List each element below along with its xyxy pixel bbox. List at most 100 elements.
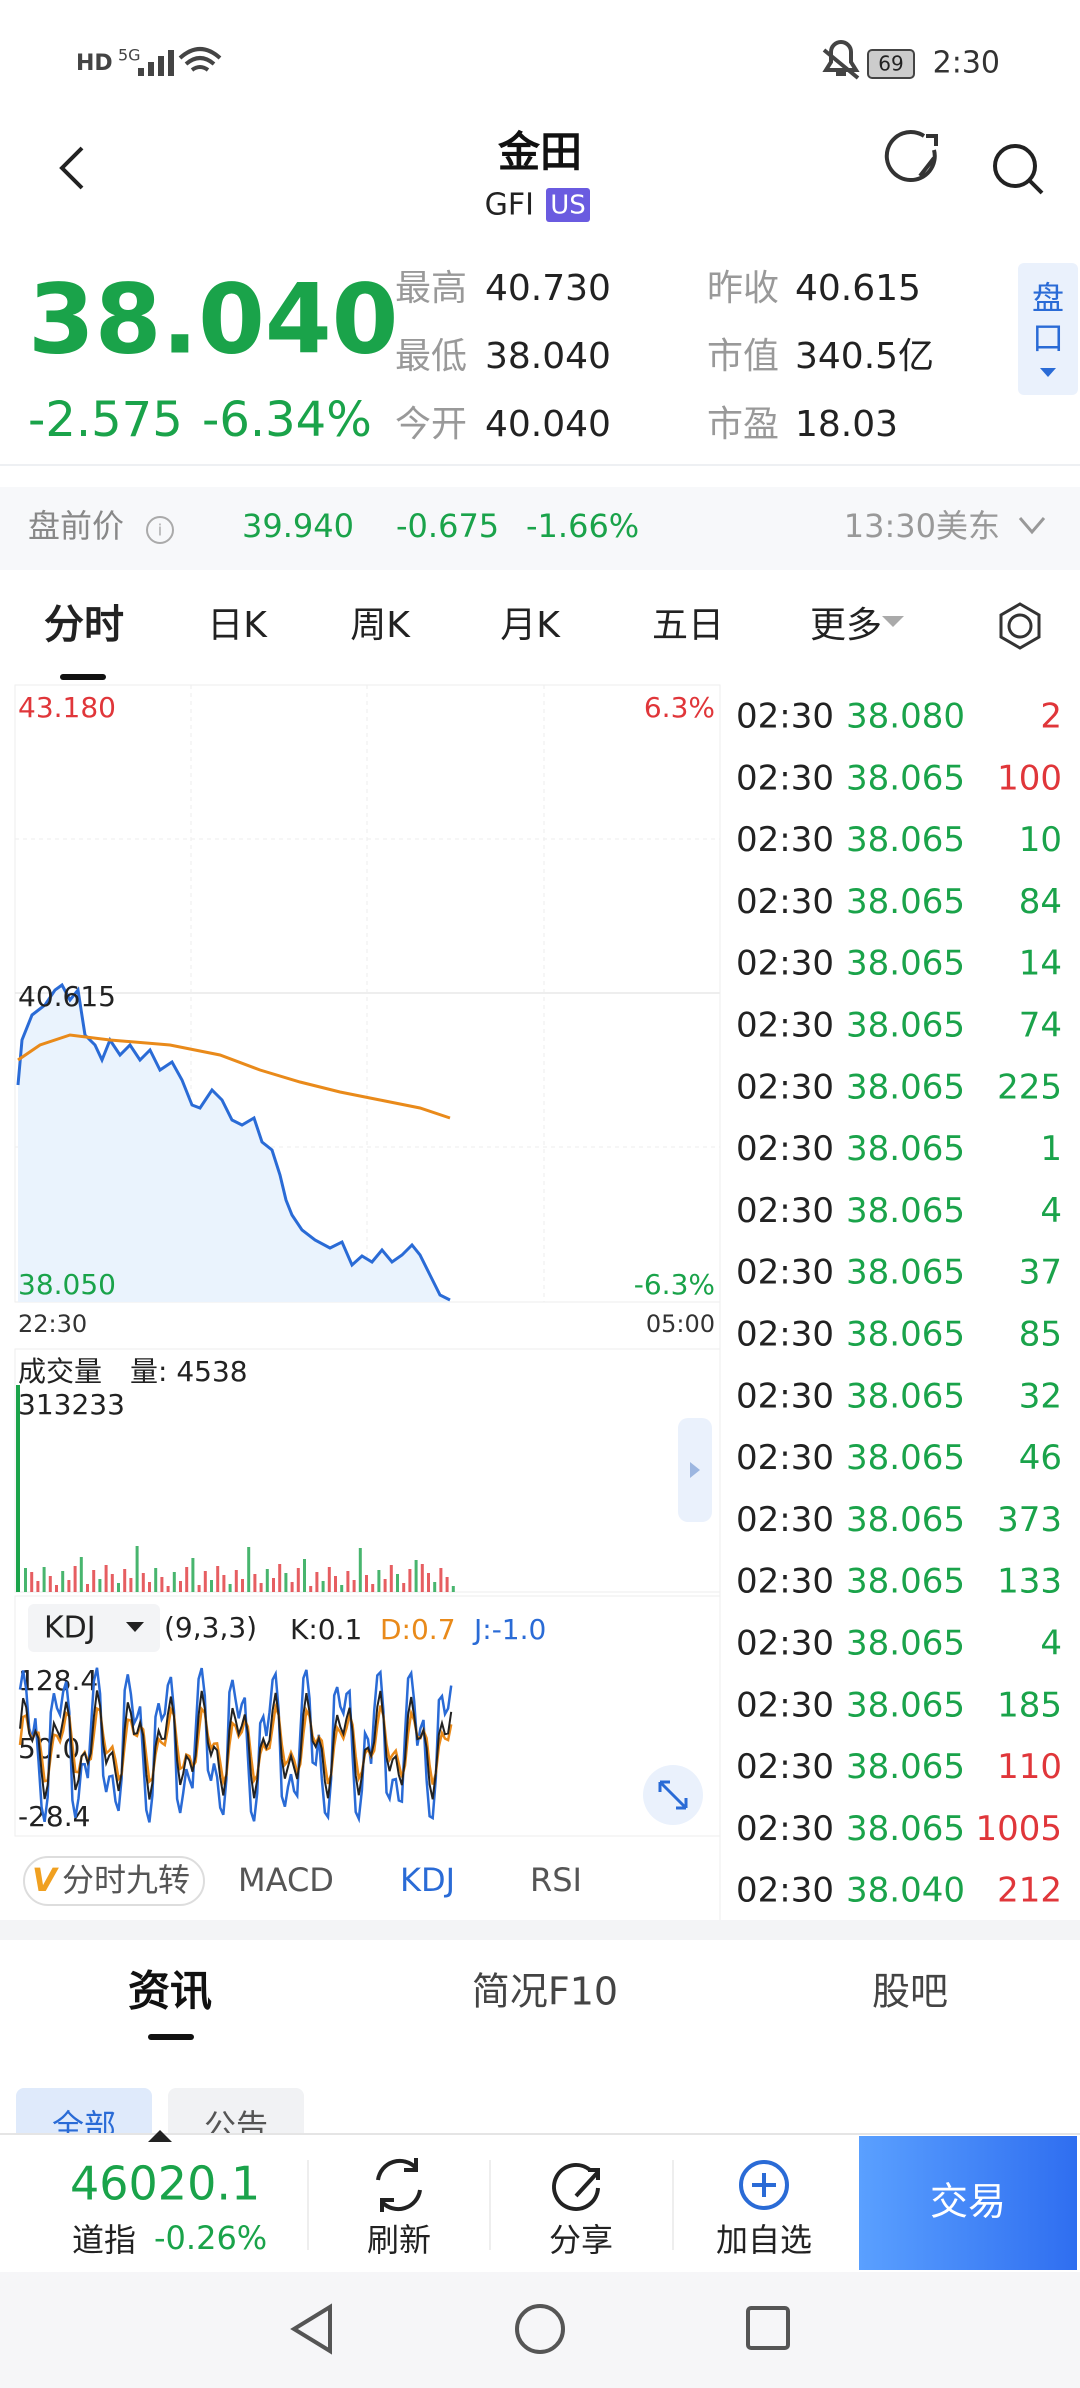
divider (0, 1920, 1080, 1940)
indicator-tab[interactable]: RSI (530, 1861, 582, 1899)
volume-bar (67, 1580, 71, 1592)
chart-tab[interactable]: 分时 (44, 602, 124, 648)
volume-bar (346, 1571, 350, 1592)
volume-bar (228, 1584, 232, 1592)
trade-button[interactable]: 交易 (930, 2180, 1006, 2224)
trade-price: 38.065 (846, 1809, 965, 1849)
volume-bar (73, 1566, 77, 1592)
volume-bar (389, 1565, 393, 1592)
stat-value: 38.040 (485, 336, 611, 377)
info-glyph: i (158, 521, 162, 540)
add-icon (739, 2160, 789, 2210)
volume-bar (278, 1564, 282, 1592)
volume-bar (414, 1560, 418, 1592)
back-button[interactable] (59, 146, 84, 190)
nine-turn-tab-bg[interactable] (23, 1856, 205, 1906)
trade-time: 02:30 (736, 1253, 834, 1293)
bottom-button[interactable]: 刷新 (367, 2221, 431, 2259)
bottom-button[interactable]: 加自选 (716, 2221, 812, 2259)
stock-name: 金田 (497, 128, 582, 177)
volume-bar (334, 1576, 337, 1592)
chart-tab[interactable]: 日K (207, 605, 268, 646)
premarket-bg (0, 487, 1080, 570)
trade-price: 38.065 (846, 1129, 965, 1169)
volume-bar (216, 1566, 220, 1592)
stat-value: 18.03 (795, 404, 898, 445)
volume-bar (420, 1564, 424, 1592)
trade-button-bg[interactable] (859, 2136, 1077, 2270)
trade-price: 38.065 (846, 1191, 965, 1231)
settings-icon[interactable] (999, 602, 1041, 650)
signal-icon (138, 50, 174, 76)
volume-bar (185, 1567, 189, 1592)
search-icon[interactable] (993, 144, 1044, 195)
tab-underline (60, 674, 106, 680)
chart-low: 38.050 (18, 1268, 116, 1301)
chart-tab[interactable]: 周K (350, 605, 411, 646)
trade-price: 38.065 (846, 1067, 965, 1107)
chart-tab[interactable]: 五日 (652, 605, 724, 646)
average-line (17, 1033, 451, 1120)
side-tab-bg[interactable] (1018, 263, 1078, 395)
kdj-d: D:0.7 (380, 1613, 456, 1646)
kdj-arrow (126, 1622, 144, 1632)
volume-bar (396, 1574, 399, 1592)
stat-value: 40.730 (485, 268, 611, 309)
indicator-tab[interactable]: KDJ (400, 1861, 455, 1899)
news-tab[interactable]: 简况F10 (472, 1970, 618, 2014)
nav-bar-bg (0, 2272, 1080, 2388)
trade-volume: 110 (997, 1747, 1062, 1787)
trade-price: 38.065 (846, 1624, 965, 1664)
refresh-share-icon[interactable] (884, 130, 938, 183)
volume-bar (172, 1572, 176, 1592)
wifi-icon (178, 47, 222, 72)
volume-bar (433, 1582, 437, 1592)
trade-time: 02:30 (736, 1685, 834, 1725)
volume-bar (222, 1575, 226, 1592)
volume-bar (377, 1570, 381, 1592)
volume-bar (110, 1574, 114, 1592)
dropdown-arrow[interactable] (1018, 517, 1046, 535)
status-network: 5G (118, 46, 141, 65)
trade-time: 02:30 (736, 697, 834, 737)
trade-price: 38.065 (846, 1376, 965, 1416)
indicator-tab[interactable]: 分时九转 (62, 1861, 190, 1899)
chart-tab[interactable]: 更多 (810, 605, 882, 646)
premarket-change-pct: -1.66% (526, 507, 639, 545)
trade-price: 38.065 (846, 1006, 965, 1046)
trade-time: 02:30 (736, 1500, 834, 1540)
trade-time: 02:30 (736, 1809, 834, 1849)
side-tab[interactable]: 盘口 (1032, 279, 1064, 357)
chart-tab[interactable]: 月K (500, 605, 561, 646)
volume-bar (439, 1568, 443, 1592)
volume-bar (247, 1547, 251, 1592)
volume-bar (358, 1548, 362, 1592)
share-icon (552, 2162, 600, 2211)
chart-high: 43.180 (18, 691, 116, 724)
status-time: 2:30 (933, 46, 1000, 81)
trade-price: 38.065 (846, 1747, 965, 1787)
trade-price: 38.065 (846, 944, 965, 984)
trade-volume: 37 (1019, 1253, 1062, 1293)
bar-pointer (148, 2130, 172, 2142)
indicator-tab[interactable]: MACD (238, 1861, 334, 1899)
market: US (550, 191, 586, 221)
volume-bar (16, 1385, 20, 1592)
nav-home[interactable] (515, 2304, 565, 2354)
volume-bar (296, 1568, 300, 1592)
volume-bar (48, 1576, 52, 1592)
info-icon[interactable] (146, 516, 174, 544)
bottom-button[interactable]: 分享 (549, 2221, 613, 2259)
volume-title: 成交量 (18, 1355, 102, 1388)
news-tab[interactable]: 资讯 (128, 1967, 212, 2016)
nav-back[interactable] (290, 2303, 332, 2355)
volume-bar (98, 1579, 102, 1592)
volume-bar (36, 1581, 40, 1592)
news-tab[interactable]: 股吧 (872, 1970, 948, 2014)
volume-bar (284, 1573, 288, 1592)
side-tab-arrow (1040, 368, 1056, 377)
kdj-select-bg[interactable] (28, 1604, 160, 1652)
volume-frame (14, 1348, 721, 1593)
nav-recent[interactable] (746, 2306, 790, 2350)
index-value[interactable]: 46020.1 (70, 2157, 260, 2211)
